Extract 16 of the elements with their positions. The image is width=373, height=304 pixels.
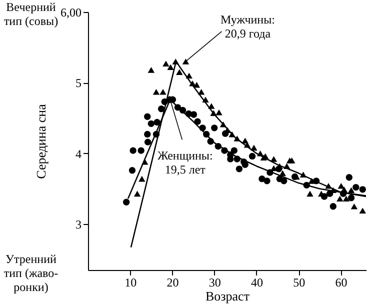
x-tick-label: 30: [208, 276, 221, 290]
x-tick-label: 50: [293, 276, 306, 290]
text: Вечерний тип (совы): [4, 0, 58, 28]
text: Утренний тип (жаво- ронки): [4, 252, 58, 294]
x-tick-label: 40: [250, 276, 263, 290]
y-axis-title: Середина сна: [34, 104, 48, 179]
x-tick-label: 10: [124, 276, 137, 290]
y-tick-label: 6,00: [60, 6, 82, 20]
x-tick-label: 20: [166, 276, 179, 290]
annotation: Женщины: 19,5 лет: [157, 148, 213, 177]
x-tick-label: 60: [335, 276, 348, 290]
y-tick-label: 4: [76, 146, 82, 161]
x-axis-title: Возраст: [205, 288, 250, 304]
y-tick-label: 5: [76, 76, 82, 90]
annotation: Мужчины: 20,9 года: [220, 12, 275, 40]
y-tick-label: 3: [76, 218, 82, 232]
